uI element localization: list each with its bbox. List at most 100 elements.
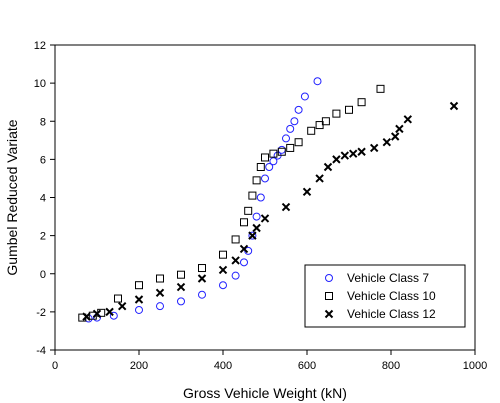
data-point	[134, 295, 144, 304]
data-point	[382, 138, 392, 147]
series-3	[82, 101, 459, 321]
data-point	[348, 149, 358, 158]
data-point	[240, 218, 248, 227]
data-point	[307, 126, 316, 135]
data-point	[256, 163, 265, 171]
data-point	[332, 155, 341, 164]
data-point	[376, 84, 385, 93]
y-tick-label: 10	[34, 78, 46, 90]
data-point	[252, 212, 261, 221]
data-point	[109, 311, 118, 320]
data-point	[176, 282, 186, 292]
data-point	[395, 124, 404, 134]
data-point	[390, 132, 400, 141]
data-point	[369, 143, 379, 153]
legend-marker	[325, 292, 333, 300]
data-point	[92, 309, 102, 318]
data-point	[248, 231, 257, 240]
data-point	[155, 288, 165, 298]
data-point	[244, 206, 253, 215]
data-point	[269, 157, 278, 166]
legend-label: Vehicle Class 12	[347, 307, 436, 321]
data-point	[256, 193, 265, 202]
data-point	[286, 124, 295, 133]
data-point	[198, 290, 206, 299]
x-tick-label: 400	[214, 360, 232, 372]
data-point	[105, 307, 114, 317]
y-tick-label: 6	[40, 154, 46, 166]
data-point	[240, 258, 248, 267]
data-marks	[78, 77, 459, 323]
data-point	[177, 270, 185, 279]
data-point	[315, 174, 324, 183]
data-point	[82, 312, 91, 321]
legend-item: Vehicle Class 10	[325, 289, 436, 303]
data-point	[252, 176, 261, 185]
data-point	[231, 235, 240, 244]
data-point	[294, 105, 303, 114]
data-point	[449, 101, 459, 111]
data-point	[260, 214, 270, 223]
data-point	[300, 92, 309, 101]
data-point	[277, 145, 286, 154]
x-tick-label: 800	[382, 360, 400, 372]
y-tick-label: 12	[34, 40, 46, 52]
data-point	[290, 117, 299, 126]
x-axis-label: Gross Vehicle Weight (kN)	[183, 385, 347, 401]
data-point	[261, 153, 269, 162]
x-tick-label: 0	[52, 360, 58, 372]
x-axis: 0 200 400 600 800 1000	[52, 350, 487, 372]
data-point	[198, 264, 206, 273]
data-point	[156, 302, 164, 311]
data-point	[156, 274, 164, 283]
data-point	[197, 274, 207, 283]
y-tick-label: 2	[40, 231, 46, 243]
data-point	[340, 151, 350, 160]
legend-label: Vehicle Class 10	[347, 289, 436, 303]
data-point	[248, 231, 257, 240]
data-point	[231, 271, 240, 280]
series-2	[78, 84, 385, 322]
legend: Vehicle Class 7 Vehicle Class 10 Vehicle C…	[304, 264, 466, 328]
data-point	[302, 187, 312, 196]
data-point	[282, 134, 290, 143]
legend-marker	[324, 309, 334, 319]
y-axis-label: Gumbel Reduced Variate	[4, 119, 20, 275]
data-point	[321, 117, 330, 126]
data-point	[277, 147, 286, 156]
data-point	[403, 115, 413, 124]
data-point	[218, 265, 228, 275]
data-point	[219, 281, 227, 290]
y-tick-label: 8	[40, 116, 46, 128]
data-point	[357, 147, 366, 156]
legend-item: Vehicle Class 7	[325, 271, 429, 285]
x-tick-label: 200	[130, 360, 148, 372]
data-point	[345, 105, 353, 114]
data-point	[323, 162, 333, 172]
data-point	[219, 250, 227, 259]
data-point	[117, 301, 127, 311]
series-1	[84, 77, 322, 323]
data-point	[265, 163, 274, 171]
data-point	[177, 297, 185, 306]
data-point	[357, 98, 366, 107]
y-tick-label: 0	[40, 269, 46, 281]
y-axis: -4 -2 0 2 4 6 8 10 12	[34, 40, 55, 357]
data-point	[313, 77, 322, 86]
y-tick-label: -4	[36, 345, 46, 357]
data-point	[332, 109, 341, 118]
legend-marker	[325, 274, 333, 282]
data-point	[261, 174, 269, 183]
data-point	[252, 223, 261, 233]
data-point	[269, 149, 278, 158]
data-point	[281, 202, 291, 212]
legend-label: Vehicle Class 7	[347, 271, 429, 285]
legend-item: Vehicle Class 12	[324, 307, 436, 321]
data-point	[231, 256, 240, 265]
y-tick-label: 4	[40, 193, 46, 205]
x-tick-label: 1000	[463, 360, 487, 372]
data-point	[239, 244, 249, 254]
y-tick-label: -2	[36, 307, 46, 319]
data-point	[135, 305, 143, 314]
